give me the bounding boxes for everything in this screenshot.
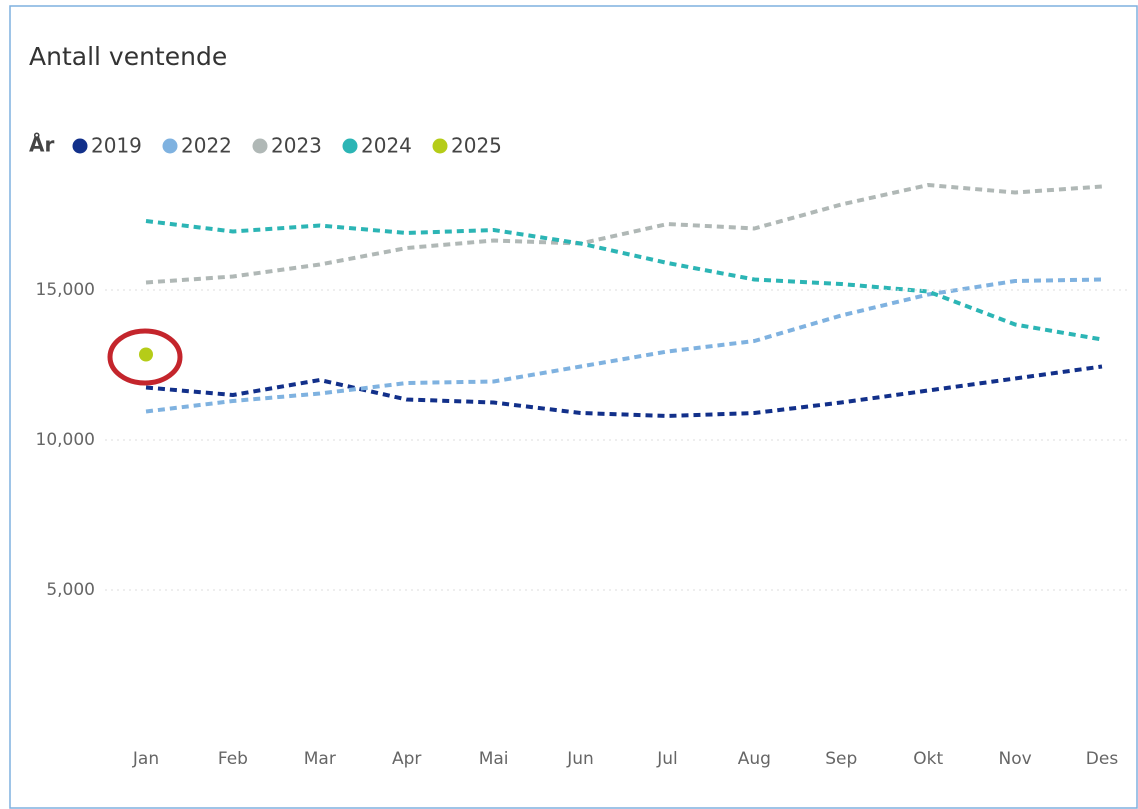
x-tick-label: Mar [304, 749, 336, 769]
legend-marker [162, 138, 178, 154]
legend-marker [72, 138, 88, 154]
legend-label: 2022 [181, 134, 232, 158]
series-line [145, 277, 1103, 414]
chart-title: Antall ventende [29, 42, 227, 71]
x-tick-label: Des [1086, 749, 1119, 769]
frame [9, 5, 1138, 809]
y-tick-label: 10,000 [36, 430, 95, 450]
x-tick-label: Mai [479, 749, 509, 769]
highlight-circle [107, 328, 183, 386]
legend-marker [432, 138, 448, 154]
legend-label: 2023 [271, 134, 322, 158]
x-tick-label: Sep [825, 749, 857, 769]
x-tick-label: Jan [132, 749, 159, 769]
x-tick-label: Apr [392, 749, 421, 769]
legend-marker [342, 138, 358, 154]
series-line [145, 183, 1103, 285]
x-tick-label: Aug [738, 749, 771, 769]
series-line [145, 219, 1103, 342]
x-tick-label: Jun [566, 749, 594, 769]
data-point [139, 347, 153, 362]
x-tick-label: Jul [656, 749, 678, 769]
legend-label: 2019 [91, 134, 142, 158]
series-line [145, 364, 1103, 418]
y-tick-label: 5,000 [46, 580, 95, 600]
legend-label: 2025 [451, 134, 502, 158]
x-tick-label: Nov [998, 749, 1031, 769]
y-tick-label: 15,000 [36, 280, 95, 300]
legend-title: År [29, 133, 54, 157]
legend-label: 2024 [361, 134, 412, 158]
x-tick-label: Okt [913, 749, 943, 769]
x-tick-label: Feb [218, 749, 248, 769]
legend-marker [252, 138, 268, 154]
